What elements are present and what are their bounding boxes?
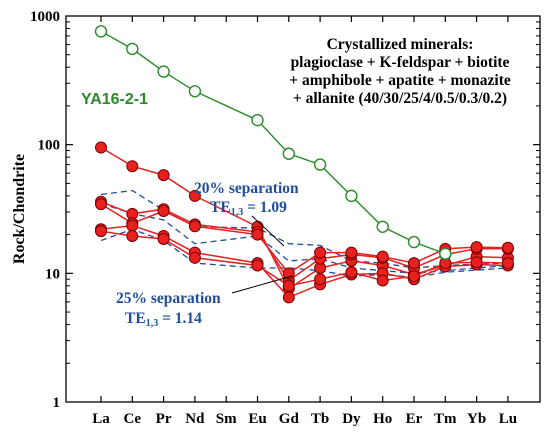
data-point [345,266,358,279]
data-point [126,42,139,56]
y-tick-label: 10 [45,266,60,282]
data-point [126,219,139,232]
data-point [408,270,420,283]
x-tick-label-dy: Dy [342,411,361,427]
x-tick-label-eu: Eu [248,411,266,427]
data-point [157,232,170,245]
x-tick-label-ce: Ce [124,411,142,427]
series-0 [94,25,452,260]
data-point [345,189,358,203]
x-tick-label-nd: Nd [185,411,205,427]
data-point [188,189,201,202]
y-tick-label: 1000 [30,9,60,25]
separation-20-label: 20% separation [194,180,299,197]
separation-20-te: TE1,3 = 1.09 [210,199,287,218]
y-tick-label: 100 [38,138,61,154]
data-point [188,251,201,264]
annotation-line-1: plagioclase + K-feldspar + biotite [291,54,510,71]
data-point [407,235,421,249]
data-point [501,257,514,270]
series-layer [94,25,514,304]
x-tick-label-gd: Gd [279,411,300,427]
x-tick-label-ho: Ho [373,411,392,427]
data-point [408,257,420,270]
y-axis-ticks: 1 10 100 1000 [30,9,540,411]
data-point [251,113,264,127]
annotation-line-3: + allanite (40/30/25/4/0.5/0.3/0.2) [293,90,507,107]
x-tick-label-tb: Tb [311,411,329,427]
series-5 [95,225,514,292]
annotation-line-2: + amphibole + apatite + monazite [289,72,511,89]
data-point [376,250,389,263]
data-point [157,205,170,218]
data-point [95,225,107,238]
data-point [157,169,170,182]
data-point [470,241,483,254]
separation-25-te: TE1,3 = 1.14 [125,310,202,329]
x-tick-label-la: La [92,411,110,427]
x-tick-label-lu: Lu [499,411,517,427]
separation-25-leader [231,275,293,294]
data-point [157,65,170,78]
x-tick-label-tm: Tm [434,411,457,427]
data-point [126,230,139,243]
data-point [470,256,483,269]
data-point [95,198,107,211]
data-point [314,246,327,259]
data-point [251,259,264,272]
x-tick-label-er: Er [406,411,423,427]
x-tick-label-sm: Sm [216,411,237,427]
y-axis-title: Rock/Chondrite [11,154,28,264]
data-point [95,141,107,154]
data-point [126,160,139,173]
x-tick-label-yb: Yb [467,411,486,427]
series-label-ya16-2-1: YA16-2-1 [81,91,148,108]
data-point [376,220,389,233]
data-point [345,246,358,259]
data-point [94,25,108,38]
data-point [376,274,389,287]
data-point [313,158,327,171]
data-point [282,147,295,160]
x-tick-label-pr: Pr [156,411,172,427]
plot-frame [65,15,541,403]
data-point [282,279,295,292]
y-tick-label: 1 [53,395,61,411]
separation-20-leader [251,215,285,247]
x-axis-ticks: La Ce Pr Nd Sm Eu Gd Tb Dy Ho Er Tm Yb Lu [92,16,517,427]
data-point [314,273,327,286]
data-point [188,220,201,233]
separation-25-label: 25% separation [116,290,221,307]
data-point [251,228,264,241]
annotation-title: Crystallized minerals: [327,36,474,53]
data-point [501,241,514,254]
data-point [282,291,295,304]
data-point [439,247,452,260]
data-point [188,85,202,98]
